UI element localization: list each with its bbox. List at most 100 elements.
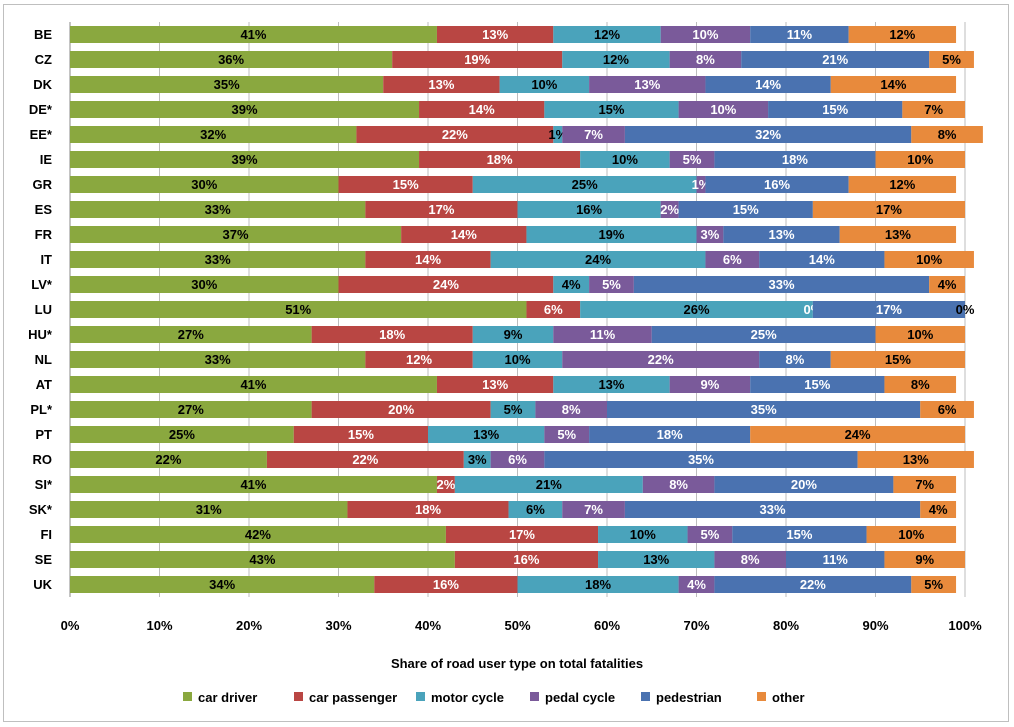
data-label: 9%: [504, 327, 523, 342]
data-label: 13%: [643, 552, 669, 567]
bar-segment: [696, 226, 724, 243]
category-label: SI*: [35, 477, 53, 492]
data-label: 8%: [786, 352, 805, 367]
bar-segment: [70, 151, 420, 168]
x-tick-label: 20%: [236, 618, 262, 633]
bar-segment: [723, 226, 840, 243]
data-label: 14%: [451, 227, 477, 242]
data-label: 16%: [513, 552, 539, 567]
data-label: 27%: [178, 327, 204, 342]
data-label: 5%: [504, 402, 523, 417]
bar-segment: [419, 101, 545, 118]
bar-segment: [490, 401, 536, 418]
data-label: 32%: [755, 127, 781, 142]
bar-segment: [920, 501, 957, 518]
legend-label: pedestrian: [656, 690, 722, 705]
data-label: 21%: [822, 52, 848, 67]
data-label: 18%: [782, 152, 808, 167]
data-label: 20%: [791, 477, 817, 492]
data-label: 12%: [889, 27, 915, 42]
bar-segment: [70, 76, 384, 93]
bar-segment: [678, 201, 813, 218]
data-label: 10%: [907, 152, 933, 167]
bar-segment: [70, 176, 339, 193]
data-label: 22%: [442, 127, 468, 142]
bar-segment: [526, 301, 581, 318]
data-label: 18%: [379, 327, 405, 342]
category-label: FR: [35, 227, 53, 242]
data-label: 15%: [348, 427, 374, 442]
bar-segment: [812, 201, 965, 218]
bar-segment: [911, 576, 957, 593]
data-label: 10%: [531, 77, 557, 92]
bar-segment: [383, 76, 500, 93]
category-label: SK*: [29, 502, 53, 517]
bar-segment: [365, 351, 473, 368]
data-label: 10%: [692, 27, 718, 42]
bar-segment: [875, 326, 965, 343]
bar-segment: [356, 126, 554, 143]
data-label: 12%: [594, 27, 620, 42]
data-label: 13%: [482, 27, 508, 42]
bar-segment: [669, 151, 715, 168]
bar-segment: [311, 326, 473, 343]
category-label: UK: [33, 577, 52, 592]
data-label: 35%: [688, 452, 714, 467]
data-label: 33%: [205, 202, 231, 217]
data-label: 4%: [687, 577, 706, 592]
bar-segment: [759, 351, 831, 368]
data-label: 18%: [415, 502, 441, 517]
bar-segment: [445, 526, 599, 543]
data-label: 4%: [929, 502, 948, 517]
data-label: 3%: [468, 452, 487, 467]
data-label: 13%: [598, 377, 624, 392]
bar-segment: [678, 576, 715, 593]
data-label: 2%: [437, 477, 456, 492]
category-label: IE: [40, 152, 53, 167]
data-label: 41%: [240, 377, 266, 392]
x-tick-label: 40%: [415, 618, 441, 633]
data-label: 22%: [800, 577, 826, 592]
data-label: 9%: [701, 377, 720, 392]
bar-segment: [70, 276, 339, 293]
bar-segment: [374, 576, 518, 593]
bar-segment: [266, 451, 464, 468]
bar-segment: [70, 201, 366, 218]
data-label: 5%: [557, 427, 576, 442]
bar-segment: [70, 326, 312, 343]
bar-segment: [70, 426, 294, 443]
data-label: 39%: [232, 152, 258, 167]
bar-segment: [436, 26, 554, 43]
data-label: 11%: [787, 27, 813, 42]
bar-segment: [562, 126, 625, 143]
data-label: 30%: [191, 277, 217, 292]
bar-segment: [624, 126, 912, 143]
bar-segment: [857, 451, 974, 468]
bar-segment: [70, 526, 446, 543]
bar-segment: [687, 526, 733, 543]
data-label: 35%: [214, 77, 240, 92]
data-label: 0%: [956, 302, 975, 317]
data-label: 51%: [285, 302, 311, 317]
data-label: 24%: [585, 252, 611, 267]
bar-segment: [607, 401, 921, 418]
bar-segment: [70, 226, 402, 243]
x-tick-label: 70%: [683, 618, 709, 633]
x-tick-label: 90%: [862, 618, 888, 633]
bar-segment: [741, 51, 930, 68]
bar-segment: [830, 76, 957, 93]
data-label: 6%: [526, 502, 545, 517]
data-label: 4%: [938, 277, 957, 292]
data-label: 25%: [169, 427, 195, 442]
bar-segment: [553, 376, 670, 393]
bar-segment: [401, 226, 527, 243]
category-label: FI: [40, 527, 52, 542]
bar-segment: [472, 326, 554, 343]
bar-segment: [70, 501, 348, 518]
data-label: 15%: [804, 377, 830, 392]
data-label: 8%: [696, 52, 715, 67]
bar-segment: [562, 501, 625, 518]
data-label: 13%: [769, 227, 795, 242]
legend-label: car passenger: [309, 690, 397, 705]
category-label: DK: [33, 77, 52, 92]
